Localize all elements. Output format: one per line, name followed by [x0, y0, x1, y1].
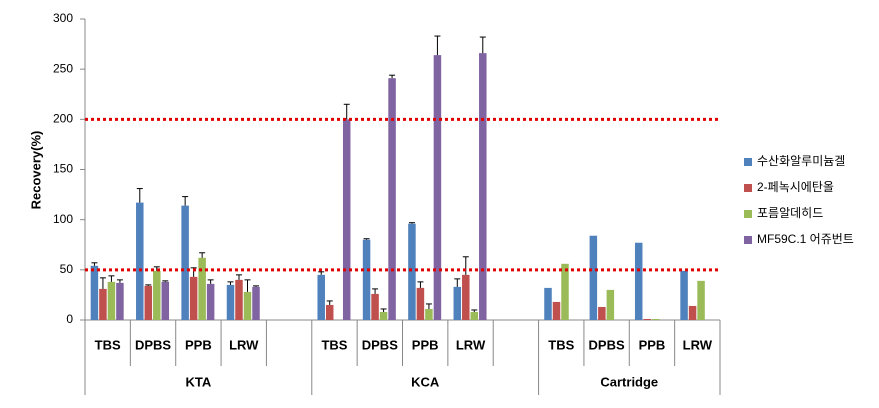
y-tick-label: 0	[66, 312, 73, 326]
y-tick-label: 100	[53, 212, 73, 226]
y-tick-label: 150	[53, 162, 73, 176]
bar	[598, 306, 606, 320]
bar	[206, 283, 215, 320]
bar	[181, 205, 189, 320]
x-tick-label: PPB	[412, 337, 439, 352]
bar	[136, 202, 144, 320]
bar	[144, 285, 153, 320]
y-axis-title: Recovery(%)	[28, 131, 43, 210]
bar	[325, 304, 334, 320]
bar	[697, 280, 705, 320]
y-tick-label: 250	[53, 61, 73, 75]
x-tick-label: TBS	[95, 337, 121, 352]
bar	[116, 282, 124, 320]
bar	[198, 257, 206, 320]
y-tick-label: 50	[60, 262, 74, 276]
legend-label: 수산화알루미늄겔	[757, 154, 845, 168]
bar	[107, 281, 116, 320]
bar	[433, 55, 442, 321]
legend-swatch	[744, 184, 752, 192]
bar	[470, 311, 479, 320]
bar	[235, 279, 243, 320]
bar	[379, 311, 388, 320]
x-tick-label: PPB	[639, 337, 666, 352]
bar	[342, 119, 351, 320]
legend-swatch	[744, 210, 752, 218]
x-tick-label: LRW	[456, 337, 486, 352]
bar	[561, 263, 569, 320]
x-tick-label: PPB	[185, 337, 212, 352]
legend-label: MF59C.1 어쥬번트	[757, 232, 854, 246]
bar	[544, 287, 552, 320]
legend-label: 2-페녹시에탄올	[757, 180, 834, 194]
bar	[606, 289, 615, 320]
x-tick-label: LRW	[683, 337, 713, 352]
bar	[688, 305, 697, 320]
bar	[189, 276, 198, 320]
x-tick-label: LRW	[229, 337, 259, 352]
bar	[651, 318, 660, 320]
bar	[371, 293, 379, 320]
bar	[161, 281, 170, 320]
bar	[226, 284, 235, 320]
x-tick-label: DPBS	[589, 337, 625, 352]
bar	[680, 270, 688, 320]
bar	[425, 308, 433, 320]
y-tick-label: 300	[53, 11, 73, 25]
bar	[90, 265, 99, 320]
y-tick-label: 200	[53, 112, 73, 126]
group-label: KCA	[411, 374, 440, 389]
x-tick-label: TBS	[548, 337, 574, 352]
bar	[416, 287, 425, 320]
bar	[252, 286, 260, 320]
x-tick-label: TBS	[321, 337, 347, 352]
bar	[99, 288, 107, 320]
bar	[453, 286, 462, 320]
bar	[643, 318, 651, 320]
x-tick-label: DPBS	[362, 337, 398, 352]
bar	[589, 235, 598, 320]
bar	[552, 301, 561, 320]
bar	[388, 78, 396, 321]
legend-label: 포름알데히드	[757, 206, 823, 220]
bar	[462, 274, 470, 320]
group-label: KTA	[186, 374, 212, 389]
group-label: Cartridge	[600, 374, 658, 389]
bar	[243, 291, 252, 320]
bar	[408, 223, 416, 320]
bar	[479, 53, 487, 320]
legend-swatch	[744, 158, 752, 166]
bar	[153, 270, 161, 320]
bar	[317, 274, 325, 320]
bar	[634, 242, 643, 320]
bar	[362, 239, 371, 320]
legend-swatch	[744, 236, 752, 244]
x-tick-label: DPBS	[135, 337, 171, 352]
